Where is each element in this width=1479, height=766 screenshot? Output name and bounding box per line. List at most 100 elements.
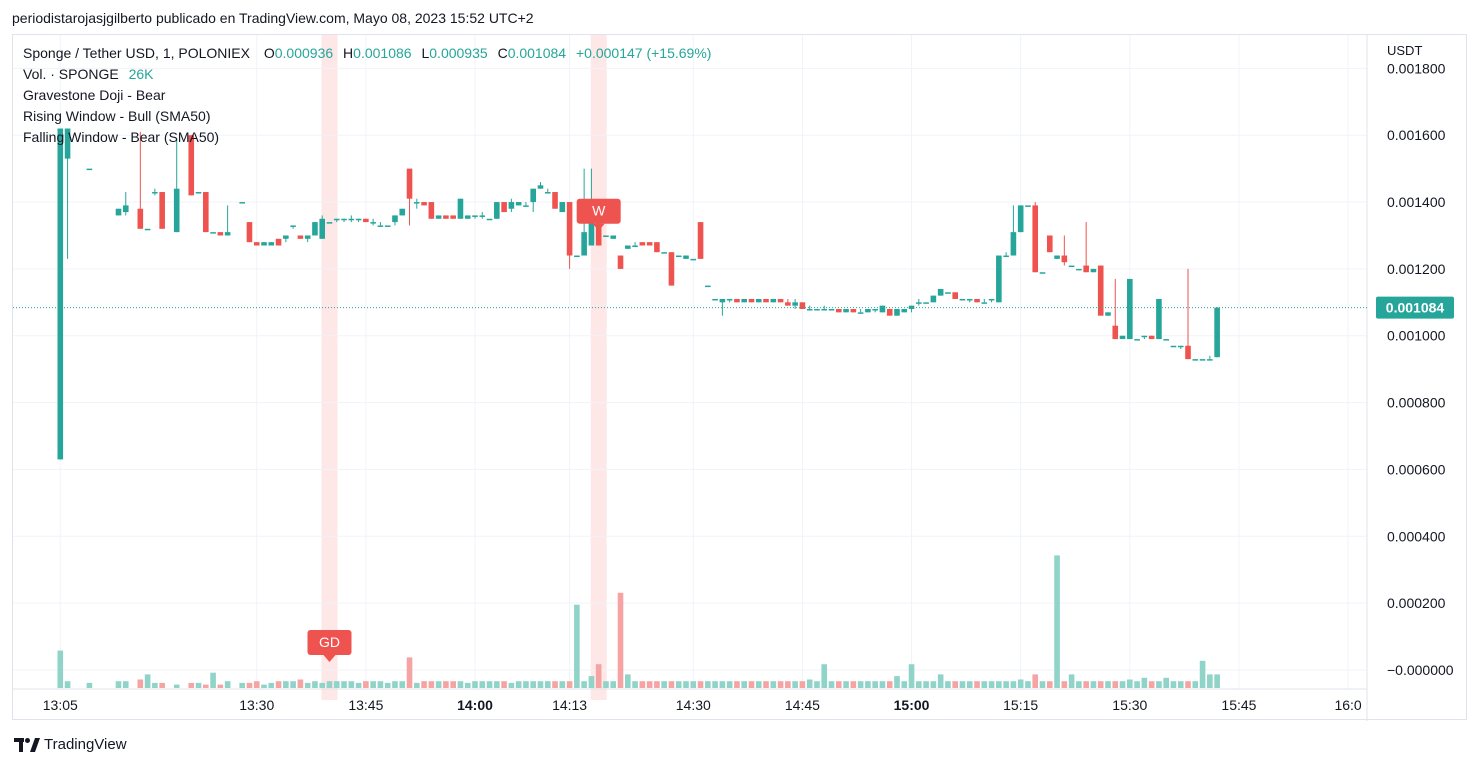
volume-bar xyxy=(624,674,631,688)
indicator-gravestone-doji[interactable]: Gravestone Doji - Bear xyxy=(23,87,166,103)
candle-body xyxy=(544,192,551,194)
candle-body xyxy=(865,309,871,313)
volume-bar xyxy=(355,682,362,688)
x-tick-label: 14:00 xyxy=(457,697,493,713)
currency-label: USDT xyxy=(1387,43,1422,58)
candle-body xyxy=(326,222,333,224)
candle-body xyxy=(64,128,71,159)
candle-body xyxy=(1134,339,1140,341)
volume-bar xyxy=(326,681,333,688)
volume-bar xyxy=(697,681,704,688)
volume-bar xyxy=(879,681,886,688)
volume-bar xyxy=(304,682,311,688)
candle-body xyxy=(246,222,253,243)
candle-body xyxy=(792,302,798,306)
candle-body xyxy=(297,235,304,239)
volume-bar xyxy=(1068,674,1075,688)
volume-bar xyxy=(435,681,442,688)
candle-body xyxy=(268,242,275,246)
volume-bar xyxy=(195,682,202,688)
candle-body xyxy=(152,192,158,194)
volume-bar xyxy=(595,664,602,688)
candle-body xyxy=(384,225,391,227)
candle-body xyxy=(799,302,806,309)
symbol-legend: Sponge / Tether USD, 1, POLONIEX O0.0009… xyxy=(23,45,711,61)
indicator-rising-window[interactable]: Rising Window - Bull (SMA50) xyxy=(23,108,211,124)
volume-bar xyxy=(370,681,376,688)
chart-frame[interactable]: 0.001800 0.001600 0.001400 0.001200 0.001000… xyxy=(12,34,1468,721)
pattern-marker-w[interactable]: W xyxy=(576,198,621,231)
volume-bar xyxy=(1105,681,1111,688)
volume-bar xyxy=(792,681,798,688)
candle-body xyxy=(1032,205,1039,273)
volume-bar xyxy=(283,681,289,688)
volume-bar xyxy=(923,681,929,688)
candle-body xyxy=(646,242,653,246)
candle-body xyxy=(712,298,718,301)
open-value: 0.000936 xyxy=(274,45,334,61)
volume-bar xyxy=(1156,681,1162,688)
tradingview-brand[interactable]: TradingView xyxy=(14,736,127,753)
candle-body xyxy=(122,205,129,213)
candle-body xyxy=(1010,232,1017,256)
volume-bar xyxy=(1046,681,1053,688)
volume-bar xyxy=(1017,679,1024,688)
volume-bar xyxy=(996,681,1002,688)
volume-bar xyxy=(581,681,587,688)
candle-body xyxy=(937,288,944,296)
pattern-marker-gd[interactable]: GD xyxy=(307,630,352,662)
volume-bar xyxy=(610,681,617,688)
y-tick-label: 0.001600 xyxy=(1387,127,1446,143)
candle-body xyxy=(261,242,267,246)
candle-body xyxy=(1076,268,1082,271)
chart-canvas[interactable]: 0.001800 0.001600 0.001400 0.001200 0.001000… xyxy=(13,35,1468,721)
candle-body xyxy=(930,295,937,303)
candle-body xyxy=(726,298,733,301)
pattern-marker-box xyxy=(307,630,352,655)
candle-body xyxy=(705,285,711,288)
volume-bar xyxy=(988,681,995,688)
volume-bar xyxy=(1127,679,1133,688)
candle-body xyxy=(988,298,995,301)
volume-bar xyxy=(872,681,878,688)
candle-body xyxy=(741,298,748,303)
volume-bar xyxy=(661,681,667,688)
volume-bar xyxy=(945,681,951,688)
x-tick-label: 13:05 xyxy=(43,697,78,713)
candle-body xyxy=(872,309,878,311)
candle-body xyxy=(770,298,777,303)
volume-bar xyxy=(1112,681,1119,688)
candle-body xyxy=(312,222,318,236)
candle-body xyxy=(857,312,864,314)
candle-body xyxy=(901,309,908,313)
candle-body xyxy=(57,128,64,460)
volume-bar xyxy=(1119,681,1126,688)
pattern-highlight-band xyxy=(321,35,338,700)
candle-body xyxy=(523,205,529,207)
volume-bar xyxy=(835,681,842,688)
candle-body xyxy=(464,215,471,219)
candle-body xyxy=(835,309,842,313)
indicator-falling-window[interactable]: Falling Window - Bear (SMA50) xyxy=(23,129,220,145)
candle-body xyxy=(595,218,602,246)
candle-body xyxy=(1068,265,1075,268)
candle-body xyxy=(224,232,231,236)
candle-body xyxy=(479,215,486,217)
candle-body xyxy=(639,242,646,246)
last-price-badge[interactable] xyxy=(1376,296,1454,319)
volume-bar xyxy=(399,681,406,688)
candle-body xyxy=(1097,265,1104,316)
candle-body xyxy=(603,235,609,237)
candle-body xyxy=(785,302,791,306)
candle-body xyxy=(886,309,893,316)
volume-bar xyxy=(1003,681,1009,688)
volume-bar xyxy=(137,679,144,688)
volume-bar xyxy=(937,674,944,688)
candle-body xyxy=(566,202,573,256)
candle-body xyxy=(203,192,209,233)
candle-body xyxy=(908,305,915,309)
candle-body xyxy=(86,168,93,171)
volume-bar xyxy=(217,684,224,688)
candle-body xyxy=(253,242,260,246)
candle-body xyxy=(974,298,980,303)
